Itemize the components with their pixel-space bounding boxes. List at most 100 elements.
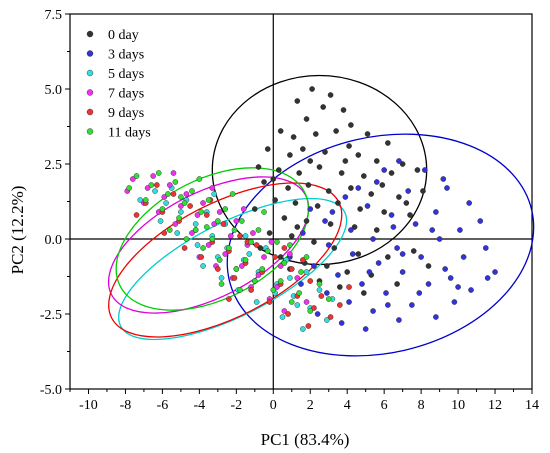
confidence-ellipse <box>108 182 343 338</box>
data-point <box>294 98 301 104</box>
data-point <box>211 191 217 197</box>
data-point <box>274 284 280 290</box>
x-tick-label: -4 <box>194 398 206 413</box>
data-point <box>457 227 463 233</box>
data-point <box>290 134 297 140</box>
data-point <box>305 323 312 329</box>
data-point <box>361 290 367 296</box>
data-point <box>215 266 221 272</box>
data-point <box>420 188 426 194</box>
data-point <box>287 275 293 281</box>
data-point <box>133 212 140 218</box>
data-point <box>342 158 349 164</box>
x-tick-label: -8 <box>120 398 132 413</box>
data-point <box>231 227 238 233</box>
data-point <box>292 200 299 206</box>
data-point <box>183 236 190 242</box>
data-point <box>276 167 282 173</box>
data-point <box>370 236 376 242</box>
data-point <box>288 299 295 305</box>
data-point <box>196 176 203 182</box>
data-point <box>246 251 253 257</box>
data-point <box>403 200 410 206</box>
data-point <box>324 317 330 323</box>
data-point <box>261 254 267 260</box>
data-point <box>436 236 443 242</box>
legend-label: 0 day <box>108 28 139 43</box>
data-point <box>294 224 301 230</box>
data-point <box>157 218 164 224</box>
data-point <box>161 194 168 200</box>
y-tick-label: 0.0 <box>45 233 63 248</box>
data-point <box>287 152 293 158</box>
legend-label: 5 days <box>108 67 144 82</box>
data-point <box>429 227 436 233</box>
x-tick-label: -6 <box>157 398 169 413</box>
data-point <box>320 104 326 110</box>
data-point <box>300 326 306 332</box>
data-point <box>227 233 234 239</box>
data-point <box>200 263 206 269</box>
data-point <box>303 269 310 275</box>
data-point <box>333 128 339 134</box>
data-point <box>381 209 387 215</box>
data-point <box>348 227 354 233</box>
data-point <box>335 272 341 278</box>
data-point <box>237 287 243 293</box>
series-points <box>287 158 498 332</box>
data-point <box>325 188 332 194</box>
data-point <box>255 272 262 278</box>
data-point <box>178 203 184 209</box>
data-point <box>181 245 188 251</box>
legend-label: 7 days <box>108 87 144 102</box>
data-point <box>142 197 149 203</box>
data-point <box>418 254 424 260</box>
data-point <box>248 239 254 245</box>
data-point <box>327 314 334 320</box>
data-point <box>218 281 225 287</box>
data-point <box>148 182 155 188</box>
data-point <box>357 206 363 212</box>
scatter-points <box>124 86 498 332</box>
data-point <box>242 233 249 239</box>
data-point <box>192 221 199 227</box>
data-point <box>346 299 352 305</box>
data-point <box>205 197 212 203</box>
series-points <box>126 170 332 314</box>
data-point <box>189 188 195 194</box>
data-point <box>355 152 362 158</box>
data-point <box>198 209 205 215</box>
data-point <box>433 209 439 215</box>
data-point <box>261 209 267 215</box>
data-point <box>340 107 347 113</box>
y-tick-label: 2.5 <box>45 158 63 173</box>
data-point <box>324 263 330 269</box>
x-tick-label: 4 <box>344 398 351 413</box>
y-tick-label: 7.5 <box>45 8 63 23</box>
data-point <box>314 203 321 209</box>
data-point <box>322 149 328 155</box>
data-point <box>181 200 188 206</box>
data-point <box>385 254 391 260</box>
legend-marker <box>86 69 94 77</box>
data-point <box>375 260 382 266</box>
data-point <box>240 206 247 212</box>
data-point <box>272 254 278 260</box>
data-point <box>425 263 432 269</box>
data-point <box>361 173 367 179</box>
data-point <box>166 227 173 233</box>
data-point <box>447 275 454 281</box>
data-point <box>396 158 402 164</box>
data-point <box>285 185 291 191</box>
data-point <box>268 239 275 245</box>
data-point <box>285 311 291 317</box>
data-point <box>303 218 310 224</box>
data-point <box>222 206 229 212</box>
data-point <box>355 251 362 257</box>
data-point <box>344 269 351 275</box>
data-point <box>482 245 489 251</box>
data-point <box>349 251 356 257</box>
data-point <box>159 206 166 212</box>
data-point <box>399 161 406 167</box>
data-point <box>325 296 332 302</box>
